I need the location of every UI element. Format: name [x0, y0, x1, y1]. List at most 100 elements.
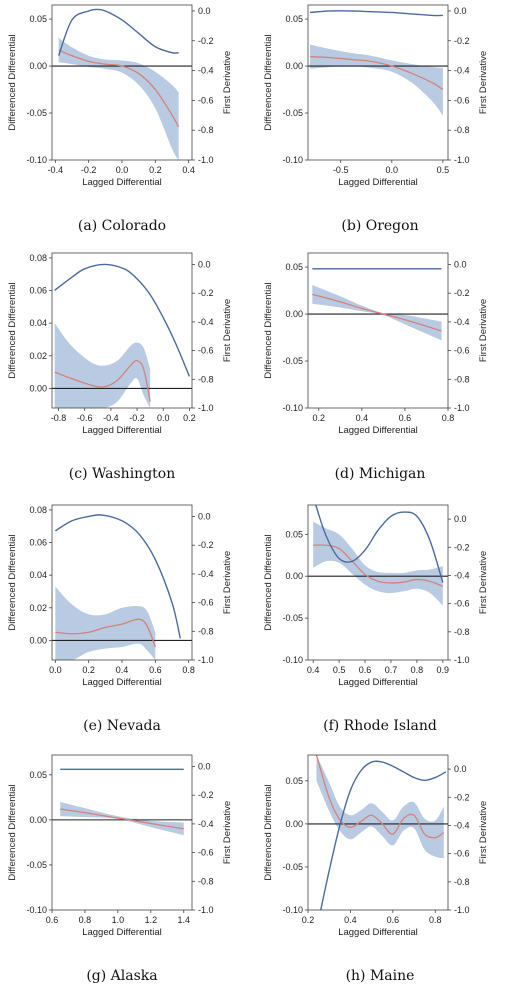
y-axis-label: Differenced Differential	[263, 282, 274, 378]
y2-axis-label: First Derivative	[222, 551, 233, 614]
y2-tick-label: -0.6	[454, 849, 470, 859]
derivative-line	[58, 8, 179, 56]
x-tick-label: 0.6	[46, 915, 59, 925]
y2-axis-label: First Derivative	[478, 801, 489, 864]
x-tick-label: 0.4	[116, 665, 129, 675]
y2-tick-label: -0.8	[454, 374, 470, 384]
x-tick-label: 0.6	[399, 413, 412, 423]
y-axis-label: Differenced Differential	[263, 784, 274, 880]
y-tick-label: -0.10	[26, 905, 47, 915]
y-tick-label: 0.05	[285, 529, 303, 539]
y-tick-label: 0.05	[285, 776, 303, 786]
panel-1: -0.4 -0.2 0.0 0.2 0.4 -0.10 -0.05 0.00 0.05 0.0 -0…	[7, 4, 233, 234]
x-tick-label: 0.2	[82, 665, 95, 675]
y2-tick-label: -0.6	[454, 346, 470, 356]
x-axis-label: Lagged Differential	[338, 425, 418, 436]
y2-axis-label: First Derivative	[222, 801, 233, 864]
y-tick-label: 0.00	[285, 819, 303, 829]
y-tick-label: 0.00	[29, 61, 47, 71]
panel-caption: (e) Nevada	[83, 718, 161, 734]
x-tick-label: 0.5	[437, 165, 450, 175]
plot-area	[308, 268, 448, 341]
y-tick-label: -0.05	[26, 860, 47, 870]
y2-axis-label: First Derivative	[478, 299, 489, 362]
x-tick-label: 1.2	[145, 915, 158, 925]
y2-tick-label: -1.0	[198, 155, 214, 165]
derivative-line	[320, 760, 447, 910]
x-tick-label: -0.2	[129, 413, 145, 423]
y-tick-label: 0.04	[29, 318, 47, 328]
fitted-line	[58, 49, 180, 128]
plot-frame	[307, 252, 449, 409]
x-tick-label: 0.0	[49, 665, 62, 675]
x-tick-label: 0.8	[411, 665, 424, 675]
panel-3: -0.8 -0.6 -0.4 -0.2 0.0 0.2 0.00 0.02 0.04 0.06 0.…	[7, 252, 233, 482]
confidence-band	[54, 323, 151, 408]
y2-tick-label: -0.2	[454, 36, 470, 46]
y2-tick-label: -1.0	[198, 403, 214, 413]
y-tick-label: 0.05	[29, 14, 47, 24]
x-tick-label: 1.0	[112, 915, 125, 925]
y2-tick-label: 0.0	[198, 511, 211, 521]
y-tick-label: -0.10	[282, 403, 303, 413]
x-tick-label: 0.0	[386, 165, 399, 175]
y2-tick-label: -0.8	[454, 877, 470, 887]
y2-tick-label: 0.0	[198, 259, 211, 269]
fitted-line	[55, 618, 156, 648]
confidence-band	[313, 521, 443, 606]
derivative-line	[309, 10, 443, 17]
confidence-band	[58, 37, 179, 160]
x-tick-label: -0.4	[48, 165, 64, 175]
y-tick-label: 0.05	[285, 262, 303, 272]
y-tick-label: 0.00	[285, 61, 303, 71]
y2-tick-label: -0.8	[198, 374, 214, 384]
y2-tick-label: -0.2	[198, 288, 214, 298]
x-tick-label: 0.6	[149, 665, 162, 675]
y-axis-label: Differenced Differential	[7, 534, 18, 630]
y2-axis-label: First Derivative	[478, 51, 489, 114]
y-axis-label: Differenced Differential	[263, 34, 274, 130]
confidence-band	[316, 755, 444, 859]
panel-caption: (f) Rhode Island	[323, 718, 437, 734]
y-tick-label: 0.02	[29, 351, 47, 361]
y2-tick-label: -0.4	[198, 66, 214, 76]
y2-tick-label: 0.0	[454, 514, 467, 524]
y-tick-label: 0.00	[29, 815, 47, 825]
y-tick-label: 0.08	[29, 505, 47, 515]
y2-tick-label: -0.2	[454, 792, 470, 802]
x-tick-label: 0.2	[183, 413, 196, 423]
x-tick-label: 0.6	[359, 665, 372, 675]
y2-tick-label: -0.6	[454, 599, 470, 609]
confidence-band	[55, 586, 156, 660]
x-axis-label: Lagged Differential	[82, 177, 162, 188]
x-tick-label: 1.4	[178, 915, 191, 925]
y-tick-label: -0.05	[26, 108, 47, 118]
fitted-line	[60, 808, 184, 830]
y-tick-label: -0.05	[282, 108, 303, 118]
panel-4: 0.2 0.4 0.6 0.8 -0.10 -0.05 0.00 0.05 0.0 -0.2 -0.…	[263, 252, 489, 482]
plot-frame	[307, 504, 449, 661]
y-tick-label: -0.10	[282, 905, 303, 915]
y2-tick-label: -0.8	[454, 125, 470, 135]
y2-tick-label: 0.0	[198, 6, 211, 16]
plot-frame	[307, 4, 449, 161]
y-tick-label: 0.00	[29, 383, 47, 393]
y-tick-label: 0.06	[29, 286, 47, 296]
y2-tick-label: -0.4	[454, 820, 470, 830]
derivative-line	[54, 514, 182, 639]
x-tick-label: -0.4	[103, 413, 119, 423]
x-tick-label: 0.7	[385, 665, 398, 675]
plot-area	[308, 10, 448, 116]
y2-tick-label: -0.6	[454, 95, 470, 105]
y-tick-label: 0.08	[29, 253, 47, 263]
plot-area	[52, 514, 192, 660]
x-tick-label: 0.4	[182, 165, 195, 175]
plot-area	[308, 505, 448, 606]
y2-tick-label: -0.2	[454, 288, 470, 298]
y2-tick-label: -0.2	[454, 542, 470, 552]
y2-tick-label: -0.6	[198, 848, 214, 858]
y-tick-label: -0.05	[282, 356, 303, 366]
panel-5: 0.0 0.2 0.4 0.6 0.8 0.00 0.02 0.04 0.06 0.08 0.0 -0…	[7, 504, 233, 734]
y-tick-label: -0.05	[282, 613, 303, 623]
y2-tick-label: 0.0	[454, 259, 467, 269]
